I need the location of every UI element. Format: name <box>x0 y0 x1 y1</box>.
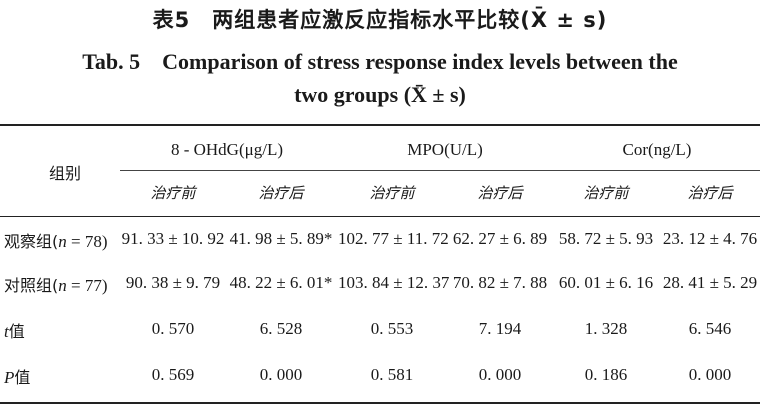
row-label: 观察组(n = 78) <box>4 228 108 252</box>
table-title-chinese: 表5 两组患者应激反应指标水平比较(X̄ ± s) <box>152 8 608 32</box>
subheader-mpo-after: 治疗后 <box>477 184 523 202</box>
row-label: t值 <box>4 318 25 342</box>
group-column-header: 组别 <box>48 164 81 183</box>
table-cell: 0. 570 <box>151 319 195 338</box>
row-label-prefix: 观察组( <box>4 232 59 251</box>
row-label-prefix: 对照组( <box>4 276 59 295</box>
row-label-suffix: = 77) <box>66 276 108 295</box>
row-label-suffix: = 78) <box>66 232 108 251</box>
table-title-english-line2: two groups (X̄ ± s) <box>294 82 466 107</box>
table-bottom-rule <box>0 402 760 404</box>
table-cell: 0. 000 <box>688 365 732 384</box>
table-cell: 7. 194 <box>478 319 522 338</box>
table-cell: 90. 38 ± 9. 79 <box>125 273 221 292</box>
col-group-cor: Cor(ng/L) <box>622 140 692 159</box>
table-cell: 0. 553 <box>370 319 414 338</box>
table-cell: 58. 72 ± 5. 93 <box>558 229 654 248</box>
table-cell: 28. 41 ± 5. 29 <box>662 273 758 292</box>
row-label: P值 <box>4 364 30 388</box>
table-cell: 0. 000 <box>478 365 522 384</box>
subheader-8ohdg-after: 治疗后 <box>258 184 304 202</box>
table-cell: 0. 186 <box>584 365 628 384</box>
table-cell: 60. 01 ± 6. 16 <box>558 273 654 292</box>
table-cell: 41. 98 ± 5. 89* <box>229 229 333 248</box>
row-label-suffix: 值 <box>8 322 25 341</box>
table-cell: 23. 12 ± 4. 76 <box>662 229 758 248</box>
table-cell: 102. 77 ± 11. 72 <box>338 229 449 248</box>
col-group-8ohdg: 8 - OHdG(μg/L) <box>170 140 284 159</box>
table-cell: 91. 33 ± 10. 92 <box>121 229 225 248</box>
header-bottom-rule <box>0 216 760 217</box>
row-label-symbol: n <box>58 232 67 251</box>
row-label: 对照组(n = 77) <box>4 272 108 296</box>
row-label-symbol: n <box>58 276 67 295</box>
table-cell: 6. 528 <box>259 319 303 338</box>
subheader-rule <box>120 170 760 171</box>
row-label-symbol: P <box>4 368 15 387</box>
subheader-cor-before: 治疗前 <box>583 184 629 202</box>
subheader-cor-after: 治疗后 <box>687 184 733 202</box>
table-cell: 62. 27 ± 6. 89 <box>452 229 548 248</box>
subheader-mpo-before: 治疗前 <box>369 184 415 202</box>
table-cell: 1. 328 <box>584 319 628 338</box>
table-cell: 6. 546 <box>688 319 732 338</box>
table-cell: 103. 84 ± 12. 37 <box>338 273 450 292</box>
table-cell: 70. 82 ± 7. 88 <box>452 273 548 292</box>
row-label-symbol: t <box>4 322 9 341</box>
table-title-english-line1: Tab. 5 Comparison of stress response ind… <box>82 49 678 74</box>
col-group-mpo: MPO(U/L) <box>407 140 483 159</box>
table-top-rule <box>0 124 760 126</box>
row-label-suffix: 值 <box>14 368 31 387</box>
subheader-8ohdg-before: 治疗前 <box>150 184 196 202</box>
table-cell: 48. 22 ± 6. 01* <box>229 273 333 292</box>
table-cell: 0. 000 <box>259 365 303 384</box>
table-cell: 0. 581 <box>370 365 414 384</box>
table-cell: 0. 569 <box>151 365 195 384</box>
